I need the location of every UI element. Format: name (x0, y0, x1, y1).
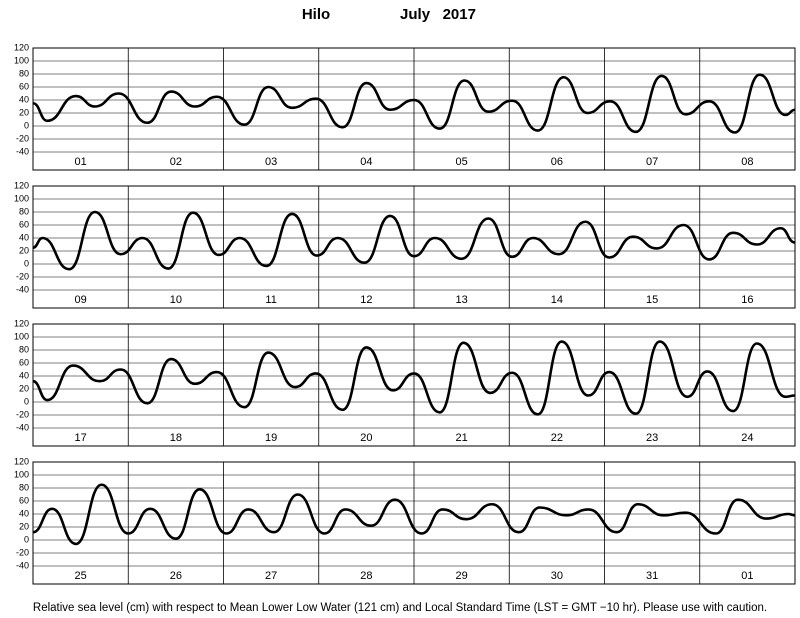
y-tick-label: 120 (14, 180, 29, 190)
tide-line (32, 483, 796, 546)
y-tick-label: 80 (19, 206, 29, 216)
y-tick-label: 120 (14, 456, 29, 466)
day-label: 19 (265, 432, 277, 444)
day-label: 20 (360, 432, 372, 444)
station-title: Hilo (302, 6, 330, 23)
y-tick-label: 40 (19, 370, 29, 380)
y-tick-label: 40 (19, 232, 29, 242)
y-tick-label: -20 (16, 271, 29, 281)
day-label: 28 (360, 570, 372, 582)
day-label: 22 (551, 432, 563, 444)
y-tick-label: 60 (19, 357, 29, 367)
y-tick-label: 100 (14, 55, 29, 65)
day-label: 18 (170, 432, 182, 444)
y-tick-label: 0 (24, 534, 29, 544)
y-tick-label: 80 (19, 68, 29, 78)
day-label: 29 (456, 570, 468, 582)
day-label: 15 (646, 294, 658, 306)
y-tick-label: 100 (14, 469, 29, 479)
y-tick-label: 80 (19, 344, 29, 354)
day-label: 30 (551, 570, 563, 582)
y-tick-label: 20 (19, 107, 29, 117)
day-label: 26 (170, 570, 182, 582)
month-title: July 2017 (400, 6, 476, 23)
day-label: 11 (265, 294, 276, 306)
day-label: 06 (551, 156, 563, 168)
day-label: 04 (360, 156, 372, 168)
day-label: 13 (456, 294, 468, 306)
day-label: 31 (646, 570, 658, 582)
day-label: 01 (741, 570, 753, 582)
footer-note: Relative sea level (cm) with respect to … (33, 602, 767, 614)
day-label: 02 (170, 156, 182, 168)
y-tick-label: 120 (14, 318, 29, 328)
y-tick-label: 40 (19, 508, 29, 518)
y-tick-label: 60 (19, 219, 29, 229)
y-tick-label: 0 (24, 396, 29, 406)
day-label: 16 (741, 294, 753, 306)
day-label: 03 (265, 156, 277, 168)
panel-frame (32, 323, 796, 447)
y-tick-label: -40 (16, 146, 29, 156)
y-tick-label: 80 (19, 482, 29, 492)
day-label: 24 (741, 432, 753, 444)
y-tick-label: 100 (14, 331, 29, 341)
y-tick-label: 0 (24, 120, 29, 130)
y-tick-label: -40 (16, 284, 29, 294)
tide-line (32, 340, 796, 416)
y-tick-label: 40 (19, 94, 29, 104)
day-label: 21 (456, 432, 468, 444)
day-label: 08 (741, 156, 753, 168)
y-tick-label: 120 (14, 42, 29, 52)
day-label: 12 (360, 294, 372, 306)
y-tick-label: 20 (19, 521, 29, 531)
day-label: 23 (646, 432, 658, 444)
day-label: 05 (456, 156, 468, 168)
panel-frame (32, 461, 796, 585)
day-label: 01 (75, 156, 87, 168)
day-label: 25 (75, 570, 87, 582)
y-tick-label: -20 (16, 409, 29, 419)
day-label: 27 (265, 570, 277, 582)
tide-line (32, 73, 796, 134)
y-tick-label: 20 (19, 383, 29, 393)
day-label: 17 (75, 432, 87, 444)
y-tick-label: -20 (16, 133, 29, 143)
day-label: 10 (170, 294, 182, 306)
y-tick-label: 60 (19, 495, 29, 505)
day-label: 14 (551, 294, 563, 306)
y-tick-label: -40 (16, 422, 29, 432)
y-tick-label: 60 (19, 81, 29, 91)
y-tick-label: 20 (19, 245, 29, 255)
y-tick-label: -20 (16, 547, 29, 557)
day-label: 07 (646, 156, 658, 168)
day-label: 09 (75, 294, 87, 306)
y-tick-label: 0 (24, 258, 29, 268)
tide-line (32, 210, 796, 271)
y-tick-label: -40 (16, 560, 29, 570)
y-tick-label: 100 (14, 193, 29, 203)
